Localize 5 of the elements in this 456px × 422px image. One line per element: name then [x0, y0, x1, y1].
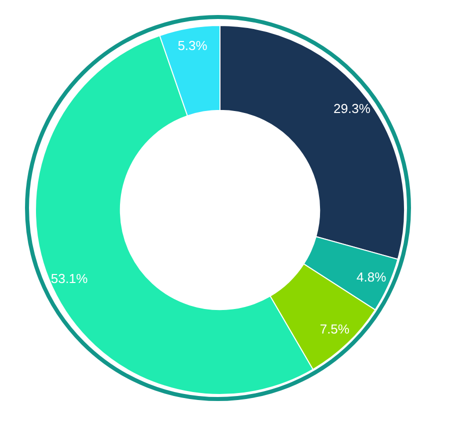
data-label: 7.5% — [320, 321, 350, 336]
data-label: 4.8% — [356, 269, 387, 284]
data-label: 53.1% — [50, 270, 88, 286]
data-label: 5.3% — [178, 38, 208, 54]
data-label: 29.3% — [334, 101, 371, 116]
